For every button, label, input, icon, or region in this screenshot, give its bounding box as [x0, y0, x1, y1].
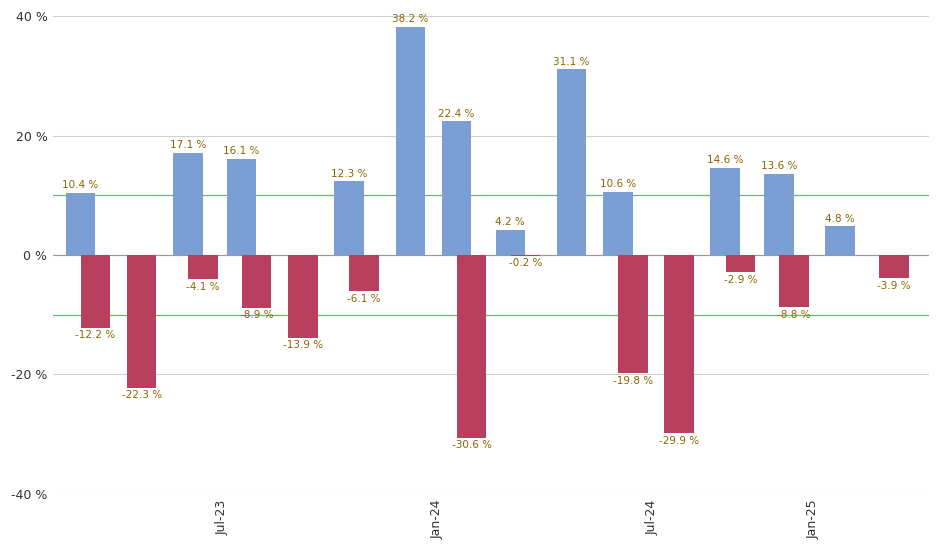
Text: -6.1 %: -6.1 %	[348, 294, 381, 304]
Bar	[665, 255, 694, 433]
Text: 10.4 %: 10.4 %	[62, 180, 99, 190]
Text: -30.6 %: -30.6 %	[451, 440, 492, 450]
Bar	[173, 153, 203, 255]
Text: -8.9 %: -8.9 %	[240, 310, 274, 321]
Bar	[127, 255, 156, 388]
Bar	[81, 255, 110, 328]
Text: 13.6 %: 13.6 %	[760, 161, 797, 172]
Text: -13.9 %: -13.9 %	[283, 340, 323, 350]
Text: 22.4 %: 22.4 %	[438, 109, 475, 119]
Bar	[457, 255, 486, 438]
Text: 4.8 %: 4.8 %	[825, 214, 855, 224]
Bar	[711, 168, 740, 255]
Bar	[242, 255, 272, 308]
Text: 31.1 %: 31.1 %	[554, 57, 589, 67]
Text: -2.9 %: -2.9 %	[724, 274, 757, 284]
Text: -0.2 %: -0.2 %	[509, 258, 542, 268]
Bar	[879, 255, 909, 278]
Bar	[726, 255, 755, 272]
Text: 16.1 %: 16.1 %	[224, 146, 259, 156]
Text: 14.6 %: 14.6 %	[707, 155, 744, 166]
Text: -4.1 %: -4.1 %	[186, 282, 220, 292]
Bar	[396, 27, 425, 255]
Bar	[188, 255, 218, 279]
Bar	[556, 69, 587, 255]
Bar	[350, 255, 379, 292]
Bar	[510, 255, 540, 256]
Bar	[779, 255, 808, 307]
Bar	[603, 191, 633, 255]
Text: 4.2 %: 4.2 %	[495, 217, 525, 228]
Text: -22.3 %: -22.3 %	[121, 390, 162, 400]
Text: 38.2 %: 38.2 %	[392, 14, 429, 24]
Bar	[495, 230, 525, 255]
Bar	[335, 182, 364, 255]
Text: 17.1 %: 17.1 %	[170, 140, 206, 151]
Text: -19.8 %: -19.8 %	[613, 376, 653, 386]
Bar	[442, 121, 471, 255]
Bar	[289, 255, 318, 338]
Text: -8.8 %: -8.8 %	[777, 310, 811, 320]
Text: -29.9 %: -29.9 %	[659, 436, 699, 446]
Bar	[618, 255, 648, 373]
Text: 12.3 %: 12.3 %	[331, 169, 368, 179]
Bar	[825, 226, 855, 255]
Text: -3.9 %: -3.9 %	[877, 280, 911, 290]
Bar	[66, 193, 95, 255]
Bar	[227, 159, 257, 255]
Text: -12.2 %: -12.2 %	[75, 330, 116, 340]
Text: 10.6 %: 10.6 %	[600, 179, 635, 189]
Bar	[764, 174, 793, 255]
